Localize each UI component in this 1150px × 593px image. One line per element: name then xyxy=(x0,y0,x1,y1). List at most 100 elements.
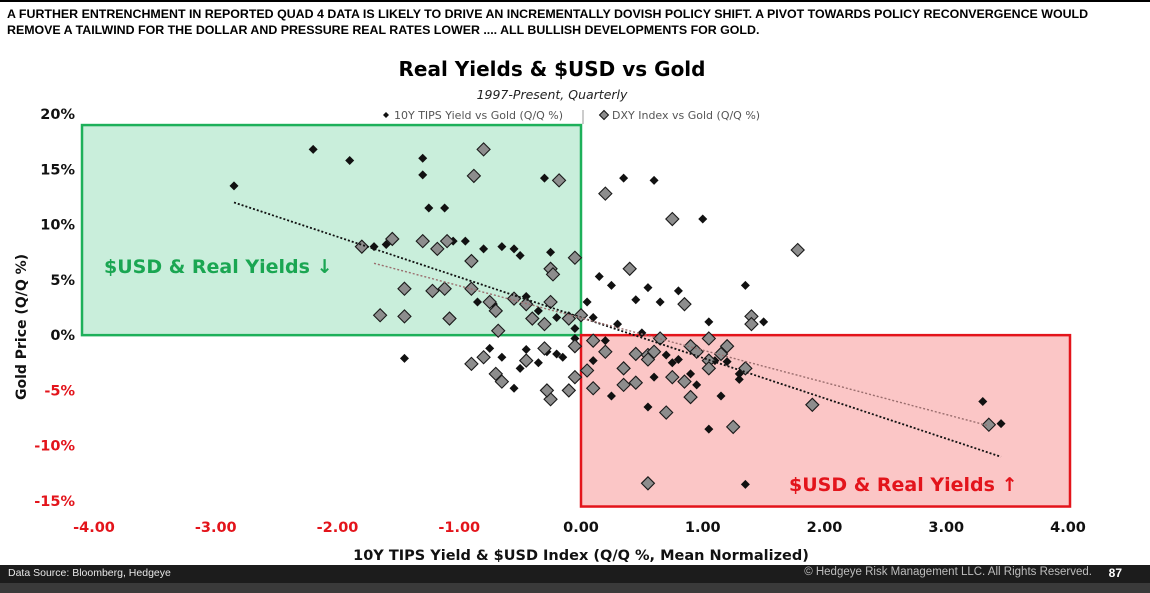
dxy-trendline xyxy=(373,262,990,427)
dxy-point xyxy=(744,316,759,332)
tips-point xyxy=(692,380,702,390)
tips-point xyxy=(539,173,549,183)
dxy-point xyxy=(585,333,601,348)
chart-legend: 10Y TIPS Yield vs Gold (Q/Q %) DXY Index… xyxy=(383,109,760,124)
dxy-point xyxy=(476,349,491,365)
tips-point xyxy=(533,358,543,368)
y-tick-label: -10% xyxy=(34,439,75,455)
dxy-point xyxy=(665,369,680,385)
tips-point xyxy=(509,383,519,393)
dxy-point xyxy=(689,344,704,360)
tips-point xyxy=(704,424,714,434)
tips-point xyxy=(734,374,744,384)
dxy-point xyxy=(658,405,674,420)
x-axis-label: 10Y TIPS Yield & $USD Index (Q/Q %, Mean… xyxy=(353,548,809,564)
tips-point xyxy=(740,479,750,489)
dxy-point xyxy=(476,142,491,157)
tips-point xyxy=(570,333,580,343)
tips-trendline xyxy=(233,201,1002,458)
x-tick-label: -4.00 xyxy=(73,520,115,536)
tips-point xyxy=(552,349,562,359)
tips-point xyxy=(996,419,1006,429)
dxy-point xyxy=(537,341,552,356)
tips-point xyxy=(649,175,659,185)
dxy-point xyxy=(543,294,558,310)
tips-point xyxy=(740,280,750,290)
x-tick-label: -3.00 xyxy=(195,520,237,536)
tips-point xyxy=(418,153,428,163)
dxy-point xyxy=(506,291,522,306)
dxy-point xyxy=(488,366,504,382)
tips-point xyxy=(722,357,732,367)
dxy-point xyxy=(545,267,561,282)
tips-point xyxy=(515,251,525,261)
dxy-point xyxy=(354,239,370,254)
dxy-point xyxy=(738,361,753,376)
dxy-point xyxy=(494,374,510,389)
dxy-point xyxy=(677,296,692,312)
tips-point xyxy=(661,350,671,360)
dxy-point xyxy=(598,344,613,360)
y-tick-label: 5% xyxy=(50,273,75,289)
dxy-point xyxy=(652,331,668,346)
tips-point xyxy=(655,297,665,307)
tips-point xyxy=(704,317,714,327)
x-tick-label: 1.00 xyxy=(685,520,721,536)
tips-point xyxy=(515,363,525,373)
footer-source: Data Source: Bloomberg, Hedgeye xyxy=(8,567,171,579)
tips-point xyxy=(533,306,543,316)
tips-point xyxy=(509,244,519,254)
dxy-point xyxy=(585,380,601,396)
tips-point xyxy=(667,358,677,368)
footer-copyright: © Hedgeye Risk Management LLC. All Right… xyxy=(804,566,1092,578)
dxy-point xyxy=(385,231,400,247)
dxy-point xyxy=(701,361,717,376)
x-tick-label: -2.00 xyxy=(317,520,359,536)
dxy-point xyxy=(372,307,388,323)
dxy-point xyxy=(622,261,637,277)
tips-point xyxy=(497,242,507,252)
dxy-point xyxy=(482,294,497,310)
dxy-point xyxy=(701,331,717,346)
y-axis-ticks: 20% 15% 10% 5% 0% -5% -10% -15% xyxy=(34,107,75,510)
y-tick-label: 20% xyxy=(40,107,75,123)
tips-point xyxy=(552,312,562,322)
red-region-label: $USD & Real Yields ↑ xyxy=(789,474,1017,496)
tips-point xyxy=(479,244,489,254)
tips-point xyxy=(440,203,450,213)
dxy-point xyxy=(397,281,412,296)
dxy-point xyxy=(579,363,595,378)
tips-point xyxy=(643,402,653,412)
dxy-point xyxy=(442,311,457,326)
dxy-point xyxy=(537,316,552,332)
legend-marker-tips xyxy=(383,112,389,118)
dxy-point xyxy=(397,309,412,324)
dxy-point xyxy=(628,346,644,362)
x-axis-ticks: -4.00 -3.00 -2.00 -1.00 0.00 1.00 2.00 3.00 4.00 xyxy=(73,520,1086,536)
y-tick-label: 0% xyxy=(50,328,75,344)
scatter-chart: Real Yields & $USD vs Gold 1997-Present,… xyxy=(14,57,1086,564)
dxy-point xyxy=(598,186,613,201)
tips-point xyxy=(558,352,568,362)
dxy-point xyxy=(464,253,479,269)
dxy-point xyxy=(665,211,680,227)
dxy-series xyxy=(354,142,997,491)
legend-label-tips: 10Y TIPS Yield vs Gold (Q/Q %) xyxy=(394,109,563,122)
dxy-point xyxy=(539,383,555,398)
chart-title: Real Yields & $USD vs Gold xyxy=(399,57,706,81)
tips-point xyxy=(308,144,318,154)
x-tick-label: 4.00 xyxy=(1050,520,1086,536)
dxy-point xyxy=(490,323,506,338)
dxy-point xyxy=(430,241,445,257)
tips-point xyxy=(497,352,507,362)
dxy-point xyxy=(561,383,577,398)
x-tick-label: -1.00 xyxy=(438,520,480,536)
dxy-point xyxy=(646,344,662,360)
y-tick-label: 10% xyxy=(40,218,75,234)
tips-point xyxy=(570,324,580,334)
x-tick-label: 0.00 xyxy=(563,520,599,536)
tips-point xyxy=(606,391,616,401)
y-tick-label: -5% xyxy=(44,383,75,399)
tips-point xyxy=(485,343,495,353)
dxy-point xyxy=(439,233,455,249)
